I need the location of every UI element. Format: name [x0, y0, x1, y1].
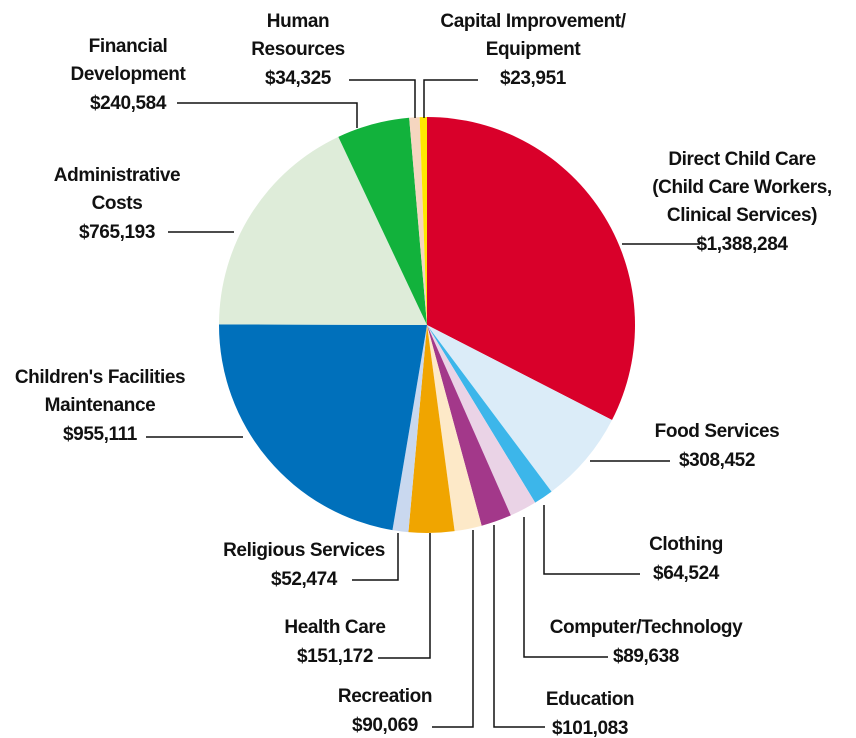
slice-label: Direct Child Care	[668, 149, 815, 170]
pie-slice	[219, 136, 427, 325]
pie-slice	[219, 324, 427, 531]
pie-slice	[427, 325, 482, 532]
pie-slice	[427, 325, 613, 492]
slice-label: Recreation	[338, 686, 432, 707]
value-label: $90,069	[352, 715, 418, 736]
pie-slice	[408, 325, 455, 533]
leader-line	[352, 533, 399, 581]
slice-label: Education	[546, 689, 634, 710]
value-label: $308,452	[679, 450, 755, 471]
slice-label: Resources	[251, 39, 345, 60]
slice-label: Religious Services	[223, 540, 385, 561]
pie-slice	[409, 117, 427, 325]
value-label: $765,193	[79, 222, 155, 243]
pie-slice	[427, 117, 635, 421]
leader-line	[523, 517, 608, 658]
value-label: $34,325	[265, 68, 332, 89]
leader-line	[543, 505, 640, 575]
value-label: $240,584	[90, 93, 167, 114]
value-label: $23,951	[500, 68, 567, 89]
slice-label: Computer/Technology	[550, 617, 743, 638]
pie-slice	[392, 325, 427, 533]
leader-line	[177, 102, 358, 128]
leader-line	[432, 530, 474, 728]
slice-label: Administrative	[54, 165, 180, 186]
slice-label: Clinical Services)	[667, 205, 817, 226]
pie-slice	[427, 325, 511, 526]
slice-label: (Child Care Workers,	[652, 177, 832, 198]
slice-label: Human	[267, 11, 329, 32]
value-label: $101,083	[552, 718, 628, 738]
pie-slice	[338, 117, 427, 326]
slice-label: Development	[71, 64, 187, 85]
pie-slice	[427, 325, 536, 516]
slice-label: Health Care	[284, 617, 385, 638]
value-label: $955,111	[63, 424, 138, 445]
value-label: $52,474	[271, 569, 338, 590]
leader-line	[493, 525, 545, 728]
slice-label: Costs	[92, 193, 143, 214]
slice-label: Food Services	[655, 421, 780, 442]
pie-slice	[427, 325, 552, 503]
value-label: $89,638	[613, 646, 679, 667]
slice-label: Clothing	[649, 534, 723, 555]
slice-label: Capital Improvement/	[440, 11, 626, 32]
slice-label: Equipment	[486, 39, 582, 60]
leader-line	[378, 533, 431, 659]
leader-line	[423, 79, 478, 118]
leader-line	[349, 79, 416, 118]
value-label: $151,172	[297, 646, 373, 667]
value-label: $64,524	[653, 563, 720, 584]
slice-label: Maintenance	[45, 395, 156, 416]
slice-label: Financial	[89, 36, 168, 57]
slice-label: Children's Facilities	[15, 367, 185, 388]
value-label: $1,388,284	[696, 234, 788, 255]
pie-slice	[419, 117, 427, 325]
